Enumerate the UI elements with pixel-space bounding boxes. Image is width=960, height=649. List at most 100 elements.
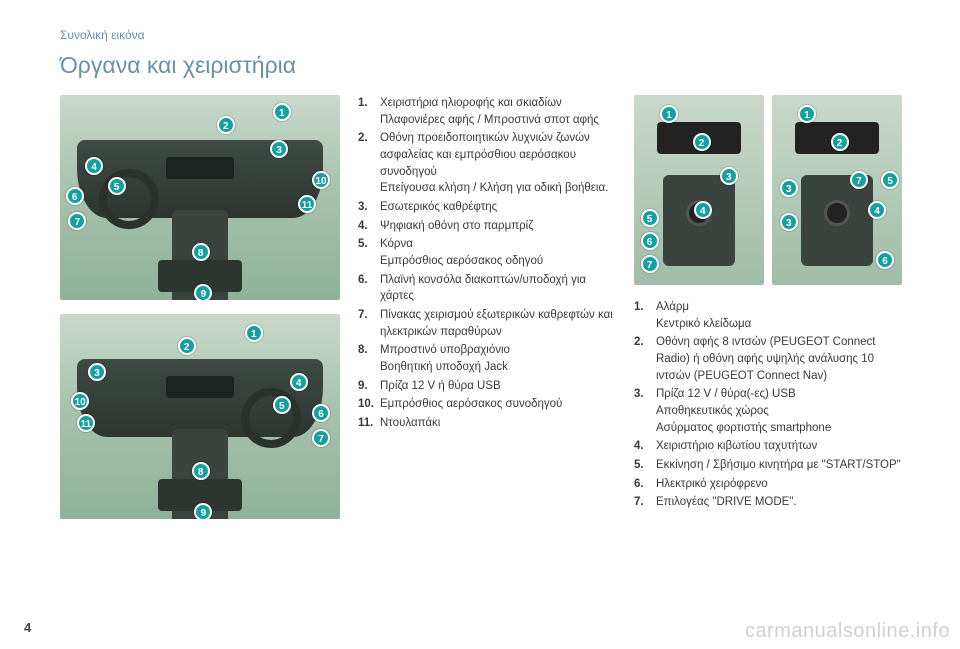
list-item-number: 2. — [358, 130, 380, 197]
list-item-line: Βοηθητική υποδοχή Jack — [380, 359, 616, 376]
callout-marker: 2 — [178, 337, 196, 355]
list-item-line: Κεντρικό κλείδωμα — [656, 316, 904, 333]
list-item-number: 6. — [358, 272, 380, 305]
list-item-line: Ηλεκτρικό χειρόφρενο — [656, 476, 904, 493]
list-item: 1.ΑλάρμΚεντρικό κλείδωμα — [634, 299, 904, 332]
list-item-text: Εμπρόσθιος αερόσακος συνοδηγού — [380, 396, 616, 413]
list-item-line: Εμπρόσθιος αερόσακος συνοδηγού — [380, 396, 616, 413]
list-item-line: Εσωτερικός καθρέφτης — [380, 199, 616, 216]
center-screen — [166, 376, 233, 398]
page-number: 4 — [24, 620, 31, 635]
list-item-number: 6. — [634, 476, 656, 493]
callout-marker: 3 — [780, 179, 798, 197]
callout-marker: 7 — [641, 255, 659, 273]
list-item-number: 7. — [634, 494, 656, 511]
list-item: 10.Εμπρόσθιος αερόσακος συνοδηγού — [358, 396, 616, 413]
list-item-number: 5. — [358, 236, 380, 269]
list-item-line: Αποθηκευτικός χώρος — [656, 403, 904, 420]
watermark: carmanualsonline.info — [745, 620, 950, 643]
list-item: 1.Χειριστήρια ηλιοροφής και σκιαδίωνΠλαφ… — [358, 95, 616, 128]
list-item-line: Αλάρμ — [656, 299, 904, 316]
list-item: 8.Μπροστινό υποβραχιόνιοΒοηθητική υποδοχ… — [358, 342, 616, 375]
list-item-text: Χειριστήριο κιβωτίου ταχυτήτων — [656, 438, 904, 455]
list-item-line: Χειριστήρια ηλιοροφής και σκιαδίων — [380, 95, 616, 112]
callout-marker: 8 — [192, 462, 210, 480]
callout-marker: 4 — [868, 201, 886, 219]
list-item-text: Επιλογέας "DRIVE MODE". — [656, 494, 904, 511]
callout-marker: 4 — [85, 157, 103, 175]
list-item-text: Εσωτερικός καθρέφτης — [380, 199, 616, 216]
list-item: 7.Επιλογέας "DRIVE MODE". — [634, 494, 904, 511]
section-label: Συνολική εικόνα — [60, 28, 912, 42]
list-item-text: Χειριστήρια ηλιοροφής και σκιαδίωνΠλαφον… — [380, 95, 616, 128]
steering-wheel — [241, 388, 301, 448]
list-item-line: Ψηφιακή οθόνη στο παρμπρίζ — [380, 218, 616, 235]
callout-marker: 4 — [290, 373, 308, 391]
callout-marker: 1 — [245, 324, 263, 342]
list-item: 2.Οθόνη προειδοποιητικών λυχνιών ζωνών α… — [358, 130, 616, 197]
callout-marker: 6 — [641, 232, 659, 250]
list-item-text: Ψηφιακή οθόνη στο παρμπρίζ — [380, 218, 616, 235]
list-item-text: Πλαϊνή κονσόλα διακοπτών/υποδοχή για χάρ… — [380, 272, 616, 305]
list-item-line: Επιλογέας "DRIVE MODE". — [656, 494, 904, 511]
callout-marker: 10 — [312, 171, 330, 189]
list-item: 4.Ψηφιακή οθόνη στο παρμπρίζ — [358, 218, 616, 235]
list-item: 3.Εσωτερικός καθρέφτης — [358, 199, 616, 216]
list-item-line: Κόρνα — [380, 236, 616, 253]
callout-marker: 7 — [850, 171, 868, 189]
list-item-text: Οθόνη προειδοποιητικών λυχνιών ζωνών ασφ… — [380, 130, 616, 197]
callout-marker: 1 — [660, 105, 678, 123]
callout-marker: 6 — [312, 404, 330, 422]
callout-marker: 5 — [641, 209, 659, 227]
list-item-line: Χειριστήριο κιβωτίου ταχυτήτων — [656, 438, 904, 455]
callout-marker: 5 — [273, 396, 291, 414]
callout-marker: 9 — [194, 284, 212, 300]
list-item-number: 7. — [358, 307, 380, 340]
list-item-text: Πρίζα 12 V / θύρα(-ες) USBΑποθηκευτικός … — [656, 386, 904, 436]
list-item-line: Ασύρματος φορτιστής smartphone — [656, 420, 904, 437]
list-item-number: 1. — [358, 95, 380, 128]
mini-diagram-row: 1234567 12334567 — [634, 95, 904, 285]
callout-marker: 2 — [693, 133, 711, 151]
manual-page: Συνολική εικόνα Όργανα και χειριστήρια 1… — [0, 0, 960, 519]
callout-marker: 1 — [273, 103, 291, 121]
list-item: 5.Εκκίνηση / Σβήσιμο κινητήρα με "START/… — [634, 457, 904, 474]
list-item-number: 10. — [358, 396, 380, 413]
callout-marker: 3 — [270, 140, 288, 158]
list-item: 4.Χειριστήριο κιβωτίου ταχυτήτων — [634, 438, 904, 455]
list-item: 6.Ηλεκτρικό χειρόφρενο — [634, 476, 904, 493]
controls-list-secondary: 1.ΑλάρμΚεντρικό κλείδωμα2.Οθόνη αφής 8 ι… — [634, 299, 904, 511]
list-item-number: 5. — [634, 457, 656, 474]
center-console-diagram-b: 12334567 — [772, 95, 902, 285]
list-item-line: Πλαφονιέρες αφής / Μπροστινά σποτ αφής — [380, 112, 616, 129]
list-item-line: Ντουλαπάκι — [380, 415, 616, 432]
list-item-line: Οθόνη προειδοποιητικών λυχνιών ζωνών ασφ… — [380, 130, 616, 180]
callout-marker: 9 — [194, 503, 212, 519]
diagrams-column: 1234567891011 1234567891011 — [60, 95, 340, 519]
callout-marker: 3 — [780, 213, 798, 231]
list-item-line: Πλαϊνή κονσόλα διακοπτών/υποδοχή για χάρ… — [380, 272, 616, 305]
callout-marker: 5 — [108, 177, 126, 195]
page-title: Όργανα και χειριστήρια — [60, 52, 912, 79]
list-item-text: Εκκίνηση / Σβήσιμο κινητήρα με "START/ST… — [656, 457, 904, 474]
list-item: 6.Πλαϊνή κονσόλα διακοπτών/υποδοχή για χ… — [358, 272, 616, 305]
callout-marker: 5 — [881, 171, 899, 189]
list-item-number: 8. — [358, 342, 380, 375]
list-item-text: Οθόνη αφής 8 ιντσών (PEUGEOT Connect Rad… — [656, 334, 904, 384]
controls-list-main: 1.Χειριστήρια ηλιοροφής και σκιαδίωνΠλαφ… — [358, 95, 616, 432]
list-item-number: 2. — [634, 334, 656, 384]
list-item-number: 11. — [358, 415, 380, 432]
list-item: 2.Οθόνη αφής 8 ιντσών (PEUGEOT Connect R… — [634, 334, 904, 384]
list-item-line: Οθόνη αφής 8 ιντσών (PEUGEOT Connect Rad… — [656, 334, 904, 384]
list-item-number: 4. — [358, 218, 380, 235]
list-item-text: ΑλάρμΚεντρικό κλείδωμα — [656, 299, 904, 332]
dashboard-diagram-rhd: 1234567891011 — [60, 314, 340, 519]
center-screen — [166, 157, 233, 179]
center-console-diagram-a: 1234567 — [634, 95, 764, 285]
callout-marker: 3 — [720, 167, 738, 185]
list-item: 9.Πρίζα 12 V ή θύρα USB — [358, 378, 616, 395]
list-item-line: Πρίζα 12 V ή θύρα USB — [380, 378, 616, 395]
list-item-text: Ηλεκτρικό χειρόφρενο — [656, 476, 904, 493]
right-column: 1234567 12334567 1.ΑλάρμΚεντρικό κλείδωμ… — [634, 95, 904, 519]
list-item-number: 4. — [634, 438, 656, 455]
